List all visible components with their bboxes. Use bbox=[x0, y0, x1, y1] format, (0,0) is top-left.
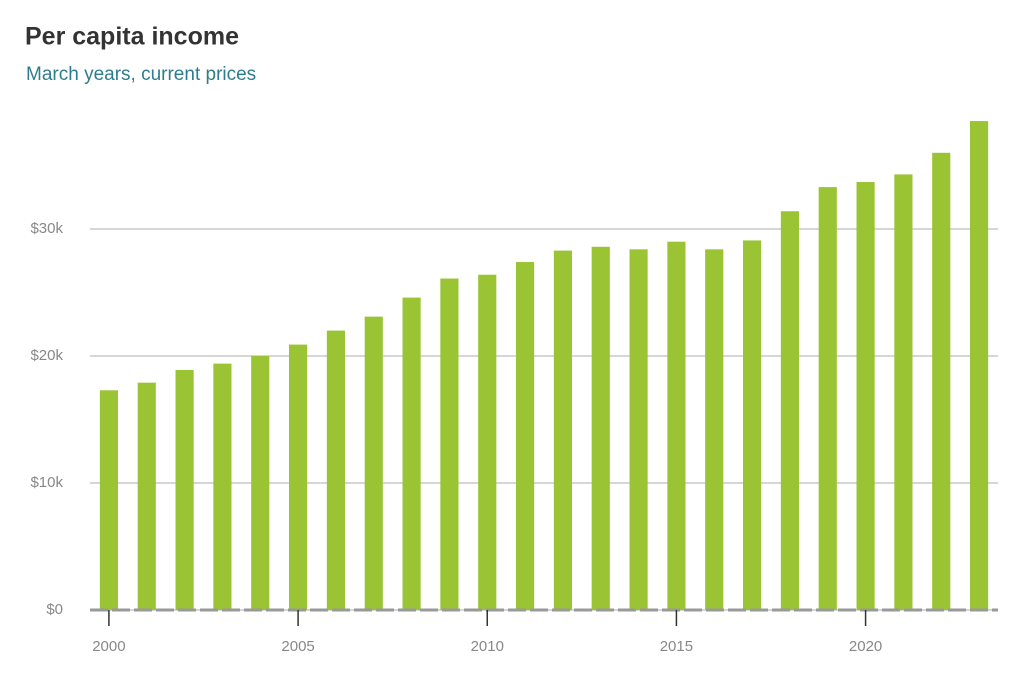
y-tick-label: $10k bbox=[30, 474, 63, 491]
chart-title: Per capita income bbox=[25, 23, 239, 51]
bar bbox=[99, 390, 118, 610]
y-tick-label: $20k bbox=[30, 347, 63, 364]
bar bbox=[667, 241, 686, 610]
bar bbox=[932, 152, 951, 611]
bar bbox=[289, 344, 308, 610]
bar bbox=[818, 187, 837, 610]
bar bbox=[894, 174, 913, 610]
bar bbox=[251, 356, 270, 610]
bar bbox=[516, 262, 535, 610]
y-tick-label: $0 bbox=[46, 601, 63, 618]
bar bbox=[591, 246, 610, 610]
chart-subtitle: March years, current prices bbox=[26, 64, 256, 85]
bar bbox=[213, 363, 232, 610]
bar bbox=[629, 249, 648, 610]
x-tick-label: 2005 bbox=[281, 638, 314, 655]
bar bbox=[137, 382, 156, 610]
x-tick-label: 2015 bbox=[660, 638, 693, 655]
bar bbox=[705, 249, 724, 610]
bar bbox=[364, 316, 383, 610]
bar bbox=[175, 369, 194, 610]
bar bbox=[856, 182, 875, 610]
bar bbox=[440, 278, 459, 610]
bar bbox=[478, 274, 497, 610]
x-tick-label: 2000 bbox=[92, 638, 125, 655]
bar bbox=[326, 330, 345, 610]
bar bbox=[970, 121, 989, 611]
bar bbox=[402, 297, 421, 610]
bar bbox=[743, 240, 762, 610]
bar bbox=[553, 250, 572, 610]
x-tick-label: 2010 bbox=[471, 638, 504, 655]
bar bbox=[780, 211, 799, 610]
x-tick-label: 2020 bbox=[849, 638, 882, 655]
y-tick-label: $30k bbox=[30, 220, 63, 237]
